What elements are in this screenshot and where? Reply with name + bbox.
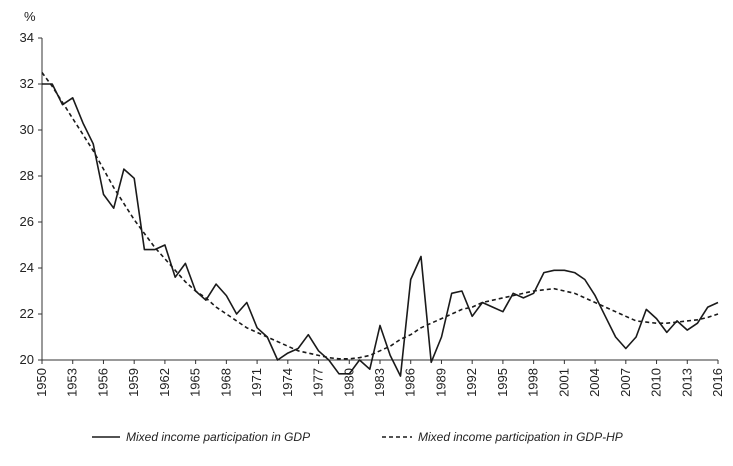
x-ticks: 1950 1953 1956 1959 1962 1965 1968 1971 1974 1977…: [34, 360, 725, 397]
legend-label-series-1: Mixed income participation in GDP: [126, 430, 310, 444]
x-tick-label: 1965: [188, 368, 203, 397]
x-tick-label: 1974: [280, 368, 295, 397]
y-tick-label: 28: [20, 168, 34, 183]
y-tick-label: 30: [20, 122, 34, 137]
y-tick-label: 24: [20, 260, 34, 275]
x-tick-label: 2007: [618, 368, 633, 397]
y-tick-label: 20: [20, 352, 34, 367]
x-tick-label: 2013: [679, 368, 694, 397]
x-tick-label: 1971: [249, 368, 264, 397]
x-tick-label: 1956: [95, 368, 110, 397]
x-tick-label: 1989: [433, 368, 448, 397]
x-tick-label: 2016: [710, 368, 725, 397]
x-tick-label: 2004: [587, 368, 602, 397]
x-tick-label: 1980: [341, 368, 356, 397]
legend-label-series-2: Mixed income participation in GDP-HP: [418, 430, 623, 444]
x-tick-label: 1986: [403, 368, 418, 397]
x-tick-label: 1950: [34, 368, 49, 397]
x-tick-label: 1959: [126, 368, 141, 397]
x-tick-label: 2001: [556, 368, 571, 397]
series-line-gdp-hp: [41, 72, 719, 360]
x-tick-label: 2010: [649, 368, 664, 397]
series-line-gdp: [42, 83, 719, 377]
x-tick-label: 1953: [65, 368, 80, 397]
x-tick-label: 1977: [311, 368, 326, 397]
x-tick-label: 1998: [526, 368, 541, 397]
x-tick-label: 1962: [157, 368, 172, 397]
y-tick-label: 26: [20, 214, 34, 229]
y-unit-label: %: [24, 9, 36, 24]
legend: Mixed income participation in GDP Mixed …: [92, 430, 623, 444]
axes: [41, 38, 718, 361]
series-group: [41, 72, 719, 377]
x-tick-label: 1968: [218, 368, 233, 397]
y-ticks: 20 22 24 26 28 30 32 34: [20, 30, 42, 367]
y-tick-label: 32: [20, 76, 34, 91]
x-tick-label: 1995: [495, 368, 510, 397]
y-tick-label: 22: [20, 306, 34, 321]
y-tick-label: 34: [20, 30, 34, 45]
x-tick-label: 1992: [464, 368, 479, 397]
x-tick-label: 1983: [372, 368, 387, 397]
